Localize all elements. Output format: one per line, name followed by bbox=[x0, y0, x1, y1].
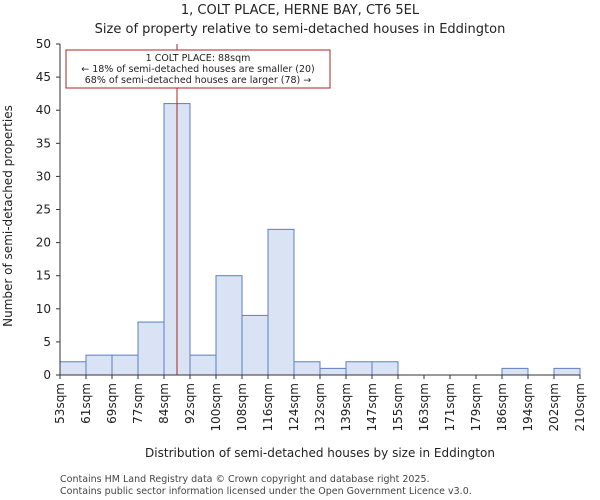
x-tick-label: 84sqm bbox=[157, 383, 171, 424]
histogram-bar bbox=[371, 361, 399, 376]
x-tick-label: 171sqm bbox=[443, 383, 457, 431]
y-tick-label: 20 bbox=[36, 236, 51, 250]
x-tick-label: 155sqm bbox=[391, 383, 405, 431]
chart-title: 1, COLT PLACE, HERNE BAY, CT6 5EL bbox=[181, 3, 420, 18]
y-tick-label: 5 bbox=[43, 335, 51, 349]
x-tick-label: 100sqm bbox=[209, 383, 223, 431]
histogram-bar bbox=[293, 361, 321, 376]
histogram-bar bbox=[137, 321, 165, 376]
x-tick-label: 139sqm bbox=[339, 383, 353, 431]
x-tick-label: 210sqm bbox=[573, 383, 587, 431]
y-tick-label: 10 bbox=[36, 302, 51, 316]
histogram-bar bbox=[241, 314, 269, 376]
histogram-bar bbox=[501, 367, 529, 376]
y-tick-label: 15 bbox=[36, 269, 51, 283]
y-tick-label: 0 bbox=[43, 368, 51, 382]
x-tick-label: 77sqm bbox=[131, 383, 145, 424]
histogram-bar bbox=[59, 361, 87, 376]
annotation-line: ← 18% of semi-detached houses are smalle… bbox=[81, 64, 315, 75]
histogram-bar bbox=[215, 275, 243, 376]
x-tick-label: 186sqm bbox=[495, 383, 509, 431]
x-tick-label: 179sqm bbox=[469, 383, 483, 431]
x-tick-label: 147sqm bbox=[365, 383, 379, 431]
histogram-bar bbox=[553, 367, 581, 376]
x-tick-label: 92sqm bbox=[183, 383, 197, 424]
y-tick-label: 40 bbox=[36, 103, 51, 117]
x-tick-label: 116sqm bbox=[261, 383, 275, 431]
x-tick-label: 194sqm bbox=[521, 383, 535, 431]
y-axis-label: Number of semi-detached properties bbox=[1, 105, 15, 327]
histogram-bar bbox=[345, 361, 373, 376]
x-tick-label: 124sqm bbox=[287, 383, 301, 431]
footer-line-2: Contains public sector information licen… bbox=[60, 486, 472, 497]
x-tick-label: 163sqm bbox=[417, 383, 431, 431]
histogram-bar bbox=[267, 228, 295, 376]
x-tick-label: 132sqm bbox=[313, 383, 327, 431]
annotation-line: 1 COLT PLACE: 88sqm bbox=[146, 53, 251, 64]
plot-area: 0 5 10 15 20 25 30 35 40 45 50 53sqm 61sqm 69sqm 77sqm… bbox=[36, 37, 587, 431]
footer-line-1: Contains HM Land Registry data © Crown c… bbox=[60, 474, 430, 485]
chart-subtitle: Size of property relative to semi-detach… bbox=[95, 22, 506, 37]
x-tick-label: 108sqm bbox=[235, 383, 249, 431]
x-axis-label: Distribution of semi-detached houses by … bbox=[145, 446, 495, 460]
histogram-bar bbox=[111, 354, 139, 376]
histogram-bar bbox=[85, 354, 113, 376]
histogram-bar bbox=[189, 354, 217, 376]
x-tick-label: 202sqm bbox=[547, 383, 561, 431]
x-tick-label: 61sqm bbox=[79, 383, 93, 424]
y-tick-label: 45 bbox=[36, 70, 51, 84]
y-tick-label: 30 bbox=[36, 169, 51, 183]
x-tick-label: 69sqm bbox=[105, 383, 119, 424]
x-tick-label: 53sqm bbox=[53, 383, 67, 424]
y-tick-label: 25 bbox=[36, 203, 51, 217]
histogram-bar bbox=[319, 367, 347, 376]
annotation-box bbox=[65, 49, 331, 89]
y-tick-label: 50 bbox=[36, 37, 51, 51]
annotation-line: 68% of semi-detached houses are larger (… bbox=[85, 75, 312, 86]
y-tick-label: 35 bbox=[36, 136, 51, 150]
